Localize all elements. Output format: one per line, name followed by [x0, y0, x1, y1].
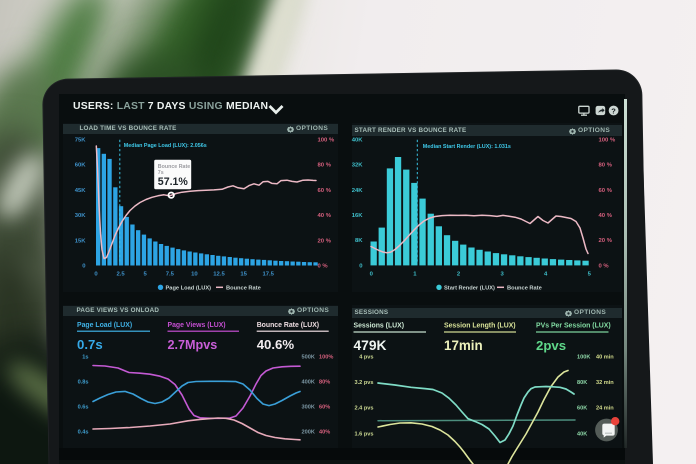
- svg-text:0 %: 0 %: [599, 263, 610, 269]
- svg-text:40 min: 40 min: [596, 355, 614, 361]
- svg-text:40%: 40%: [319, 430, 330, 436]
- svg-text:Median Page Load (LUX): 2.056s: Median Page Load (LUX): 2.056s: [124, 143, 207, 149]
- svg-text:Page Load (LUX): Page Load (LUX): [166, 286, 212, 292]
- svg-text:8K: 8K: [355, 238, 363, 244]
- svg-text:Bounce Rate (LUX): Bounce Rate (LUX): [257, 322, 319, 329]
- svg-text:?: ?: [611, 106, 616, 115]
- svg-text:Start Render (LUX): Start Render (LUX): [444, 286, 495, 292]
- svg-text:0: 0: [94, 272, 98, 278]
- svg-text:0: 0: [370, 272, 374, 278]
- svg-text:17min: 17min: [444, 338, 483, 353]
- svg-text:0 %: 0 %: [318, 264, 329, 270]
- svg-text:7s: 7s: [158, 170, 164, 176]
- svg-text:80 %: 80 %: [318, 163, 332, 169]
- svg-text:5: 5: [144, 272, 148, 278]
- svg-text:0: 0: [82, 264, 86, 270]
- svg-text:3: 3: [500, 272, 504, 278]
- svg-text:40 %: 40 %: [599, 213, 613, 219]
- svg-text:5: 5: [588, 272, 592, 278]
- svg-text:0.7s: 0.7s: [77, 337, 103, 352]
- svg-text:60K: 60K: [577, 406, 587, 412]
- svg-text:24 min: 24 min: [596, 406, 614, 412]
- svg-text:30K: 30K: [75, 213, 87, 219]
- svg-text:3.2 pvs: 3.2 pvs: [355, 380, 374, 386]
- svg-text:2.4 pvs: 2.4 pvs: [355, 406, 374, 412]
- svg-text:1.6 pvs: 1.6 pvs: [355, 431, 374, 437]
- svg-text:10: 10: [191, 272, 198, 278]
- svg-text:Median Start Render (LUX): 1.0: Median Start Render (LUX): 1.031s: [423, 144, 511, 150]
- svg-text:32 min: 32 min: [596, 380, 614, 386]
- svg-text:60 %: 60 %: [599, 188, 613, 194]
- svg-text:45K: 45K: [75, 188, 87, 194]
- svg-text:0.4s: 0.4s: [78, 430, 89, 436]
- svg-text:Sessions (LUX): Sessions (LUX): [354, 323, 405, 330]
- svg-text:12.5: 12.5: [213, 272, 225, 278]
- svg-text:Bounce Rate: Bounce Rate: [507, 286, 542, 292]
- svg-text:20 %: 20 %: [318, 238, 332, 244]
- svg-text:24K: 24K: [352, 188, 364, 194]
- svg-text:4 pvs: 4 pvs: [359, 355, 373, 361]
- svg-text:100K: 100K: [577, 355, 590, 361]
- svg-text:Bounce Rate: Bounce Rate: [158, 164, 190, 170]
- svg-text:2pvs: 2pvs: [536, 338, 566, 353]
- svg-text:17.5: 17.5: [262, 272, 274, 278]
- svg-text:4: 4: [544, 272, 548, 278]
- svg-text:2.5: 2.5: [116, 272, 125, 278]
- svg-text:40K: 40K: [352, 137, 364, 143]
- svg-text:PVs Per Session (LUX): PVs Per Session (LUX): [536, 323, 611, 330]
- svg-text:500K: 500K: [302, 355, 315, 361]
- svg-text:60K: 60K: [75, 163, 87, 169]
- svg-text:300K: 300K: [302, 405, 315, 411]
- svg-text:Bounce Rate: Bounce Rate: [226, 286, 261, 292]
- svg-text:40.6%: 40.6%: [257, 337, 295, 352]
- svg-text:Page Views (LUX): Page Views (LUX): [168, 322, 226, 329]
- svg-text:15: 15: [240, 272, 247, 278]
- svg-text:2.7Mpvs: 2.7Mpvs: [168, 338, 218, 352]
- svg-text:40 %: 40 %: [318, 213, 332, 219]
- svg-text:0: 0: [359, 263, 363, 269]
- svg-text:479K: 479K: [354, 338, 387, 353]
- svg-text:40K: 40K: [577, 431, 587, 437]
- svg-text:Session Length (LUX): Session Length (LUX): [444, 323, 516, 330]
- svg-text:100%: 100%: [319, 355, 333, 361]
- svg-text:1s: 1s: [82, 355, 88, 361]
- svg-text:7.5: 7.5: [166, 272, 175, 278]
- svg-text:80%: 80%: [319, 380, 330, 386]
- svg-text:20 %: 20 %: [599, 238, 613, 244]
- svg-text:16K: 16K: [352, 213, 364, 219]
- svg-text:32K: 32K: [352, 163, 364, 169]
- svg-text:Page Load (LUX): Page Load (LUX): [77, 322, 132, 329]
- svg-text:100 %: 100 %: [318, 137, 335, 143]
- svg-text:400K: 400K: [302, 380, 315, 386]
- svg-text:80K: 80K: [577, 380, 587, 386]
- svg-text:0.8s: 0.8s: [78, 380, 89, 386]
- svg-text:15K: 15K: [75, 238, 87, 244]
- svg-text:75K: 75K: [75, 137, 87, 143]
- svg-text:60 %: 60 %: [318, 188, 332, 194]
- svg-text:57.1%: 57.1%: [158, 176, 189, 188]
- svg-text:1: 1: [413, 272, 417, 278]
- svg-text:2: 2: [457, 272, 461, 278]
- svg-text:100 %: 100 %: [599, 137, 616, 143]
- svg-text:60%: 60%: [319, 405, 330, 411]
- svg-text:200K: 200K: [302, 430, 315, 436]
- svg-text:0.6s: 0.6s: [78, 405, 89, 411]
- svg-text:80 %: 80 %: [599, 163, 613, 169]
